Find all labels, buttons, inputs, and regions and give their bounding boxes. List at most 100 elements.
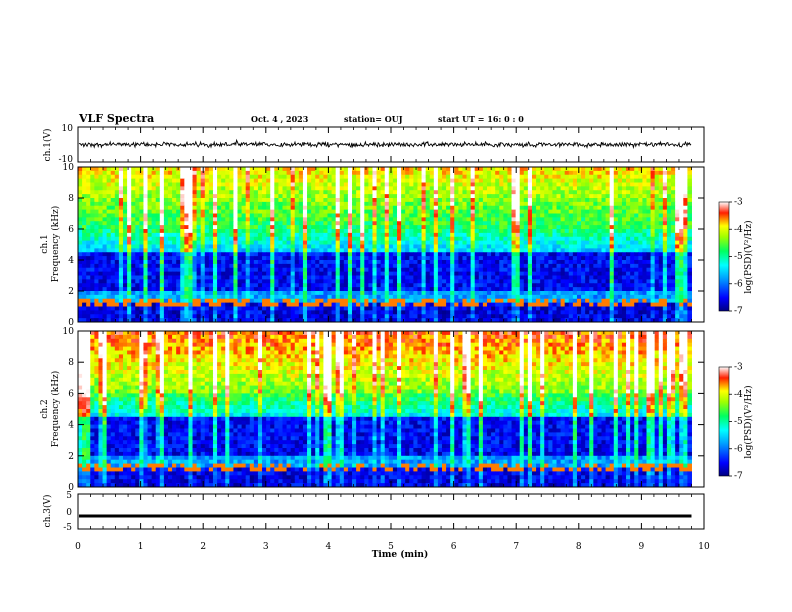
spectrogram-cell bbox=[486, 167, 492, 172]
spectrogram-cell bbox=[163, 190, 169, 195]
spectrogram-cell bbox=[339, 217, 345, 222]
spectrogram-cell bbox=[544, 225, 549, 230]
spectrogram-cell bbox=[527, 291, 533, 296]
spectrogram-cell bbox=[327, 198, 333, 203]
spectrogram-cell bbox=[397, 182, 402, 187]
spectrogram-cell bbox=[515, 217, 521, 222]
spectrogram-cell bbox=[106, 213, 112, 218]
spectrogram-cell bbox=[642, 221, 647, 226]
spectrogram-cell bbox=[339, 182, 345, 187]
spectrogram-cell bbox=[208, 217, 214, 222]
spectrogram-cell bbox=[638, 240, 643, 246]
spectrogram-cell bbox=[204, 213, 210, 218]
spectrogram-cell bbox=[581, 170, 586, 176]
spectrogram-cell bbox=[274, 186, 279, 191]
spectrogram-cell bbox=[98, 267, 104, 273]
spectrogram-cell bbox=[167, 244, 173, 249]
spectrogram-cell bbox=[658, 267, 664, 273]
spectrogram-cell bbox=[679, 263, 684, 269]
spectrogram-cell bbox=[270, 186, 275, 191]
spectrogram-cell bbox=[458, 229, 463, 234]
spectrogram-cell bbox=[331, 225, 337, 230]
spectrogram-cell bbox=[82, 186, 87, 191]
spectrogram-cell bbox=[188, 217, 194, 222]
spectrogram-cell bbox=[642, 240, 647, 246]
spectrogram-cell bbox=[671, 236, 676, 242]
spectrogram-cell bbox=[147, 209, 153, 215]
spectrogram-cell bbox=[540, 198, 545, 203]
spectrogram-cell bbox=[237, 260, 243, 265]
spectrogram-cell bbox=[642, 275, 647, 280]
spectrogram-cell bbox=[266, 287, 271, 292]
spectrogram-cell bbox=[335, 271, 341, 277]
spectrogram-cell bbox=[372, 182, 378, 187]
spectrogram-cell bbox=[605, 283, 611, 288]
spectrogram-cell bbox=[405, 260, 410, 265]
spectrogram-cell bbox=[564, 267, 570, 273]
spectrogram-cell bbox=[229, 287, 234, 292]
spectrogram-cell bbox=[188, 271, 194, 277]
spectrogram-cell bbox=[229, 213, 234, 218]
spectrogram-cell bbox=[597, 236, 602, 242]
spectrogram-cell bbox=[155, 248, 161, 253]
spectrogram-cell bbox=[78, 178, 83, 184]
spectrogram-cell bbox=[495, 248, 500, 253]
spectrogram-cell bbox=[229, 267, 234, 273]
spectrogram-cell bbox=[106, 221, 112, 226]
spectrogram-cell bbox=[478, 170, 484, 176]
spectrogram-cell bbox=[114, 182, 120, 187]
spectrogram-cell bbox=[581, 260, 586, 265]
spectrogram-cell bbox=[397, 167, 402, 172]
spectrogram-cell bbox=[302, 291, 308, 296]
spectrogram-cell bbox=[278, 221, 283, 226]
spectrogram-cell bbox=[499, 201, 504, 207]
spectrogram-cell bbox=[437, 279, 443, 284]
spectrogram-cell bbox=[397, 291, 402, 296]
spectrogram-cell bbox=[417, 221, 423, 226]
spectrogram-cell bbox=[302, 225, 308, 230]
spectrogram-cell bbox=[671, 229, 676, 234]
spectrogram-cell bbox=[335, 170, 341, 176]
spectrogram-cell bbox=[675, 240, 680, 246]
spectrogram-cell bbox=[417, 225, 423, 230]
spectrogram-cell bbox=[548, 221, 553, 226]
spectrogram-cell bbox=[388, 174, 394, 180]
spectrogram-cell bbox=[229, 221, 234, 226]
spectrogram-cell bbox=[82, 287, 87, 292]
spectrogram-cell bbox=[118, 194, 124, 199]
spectrogram-cell bbox=[581, 283, 586, 288]
spectrogram-cell bbox=[282, 198, 288, 203]
spectrogram-cell bbox=[360, 194, 365, 199]
spectrogram-cell bbox=[589, 232, 594, 238]
spectrogram-cell bbox=[217, 283, 222, 288]
spectrogram-cell bbox=[613, 240, 619, 246]
spectrogram-cell bbox=[605, 287, 611, 292]
spectrogram-cell bbox=[576, 236, 582, 242]
spectrogram-cell bbox=[331, 252, 337, 257]
spectrogram-cell bbox=[167, 248, 173, 253]
spectrogram-cell bbox=[511, 283, 517, 288]
spectrogram-cell bbox=[454, 287, 459, 292]
spectrogram-cell bbox=[617, 240, 623, 246]
spectrogram-cell bbox=[229, 170, 234, 176]
spectrogram-cell bbox=[687, 271, 692, 277]
spectrogram-cell bbox=[114, 267, 120, 273]
spectrogram-cell bbox=[331, 190, 337, 195]
spectrogram-cell bbox=[343, 236, 349, 242]
spectrogram-cell bbox=[527, 256, 533, 261]
spectrogram-cell bbox=[380, 287, 386, 292]
spectrogram-cell bbox=[172, 287, 177, 292]
spectrogram-cell bbox=[548, 209, 553, 215]
spectrogram-cell bbox=[433, 244, 439, 249]
spectrogram-cell bbox=[327, 287, 333, 292]
spectrogram-cell bbox=[617, 194, 623, 199]
spectrogram-cell bbox=[266, 260, 271, 265]
spectrogram-cell bbox=[221, 252, 226, 257]
spectrogram-cell bbox=[503, 205, 508, 211]
spectrogram-cell bbox=[122, 213, 128, 218]
spectrogram-cell bbox=[658, 240, 664, 246]
spectrogram-cell bbox=[495, 267, 500, 273]
spectrogram-cell bbox=[662, 267, 668, 273]
spectrogram-cell bbox=[630, 275, 635, 280]
spectrogram-cell bbox=[556, 182, 562, 187]
